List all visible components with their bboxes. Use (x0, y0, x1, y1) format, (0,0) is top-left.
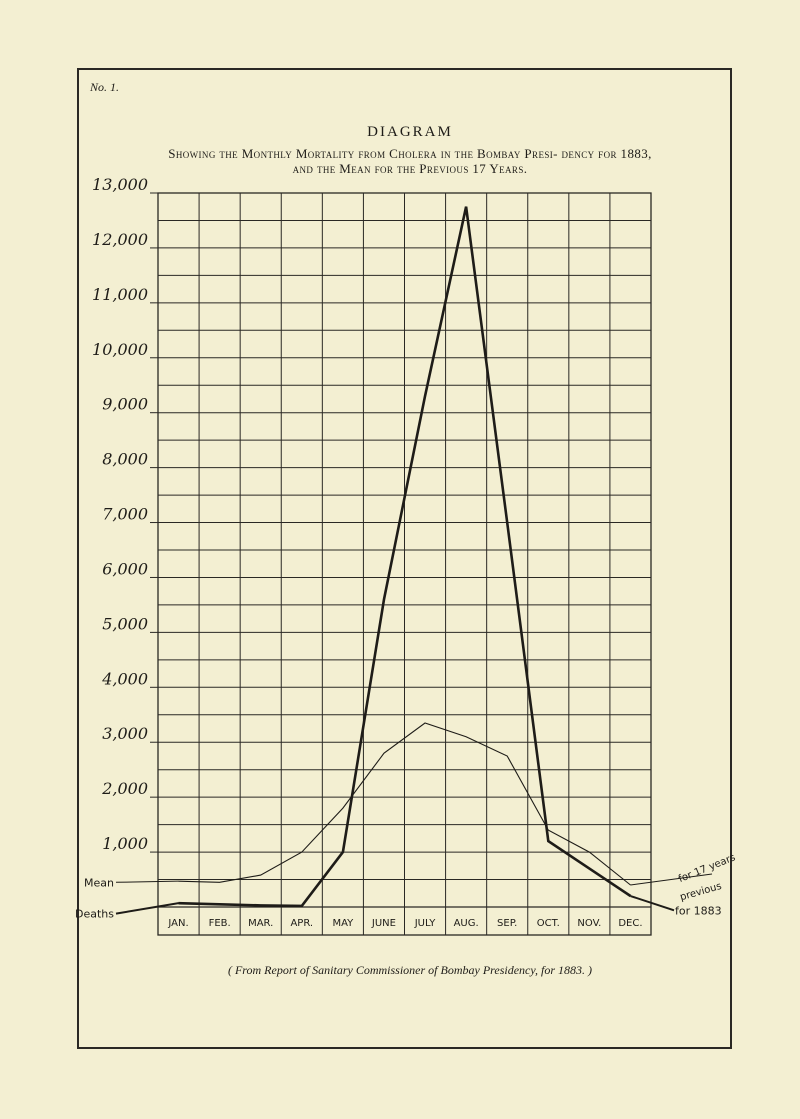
month-label: NOV. (577, 918, 601, 929)
y-tick-label: 9,000 (102, 395, 148, 414)
y-tick-label: 8,000 (102, 450, 148, 469)
y-tick-label: 12,000 (92, 230, 148, 249)
y-tick-label: 10,000 (92, 340, 148, 359)
month-label: DEC. (618, 918, 642, 929)
month-label: SEP. (497, 918, 517, 929)
series-line-deaths-1883 (178, 206, 632, 908)
y-tick-label: 2,000 (101, 779, 148, 798)
mean-leader-line (115, 880, 179, 883)
month-label: MAR. (248, 918, 273, 929)
y-tick-label: 7,000 (102, 505, 148, 524)
diagram-title: DIAGRAM (367, 124, 453, 140)
month-label: APR. (290, 918, 313, 929)
y-tick-label: 5,000 (102, 614, 148, 633)
month-label: MAY (332, 918, 354, 929)
plot-border (157, 192, 652, 936)
for-1883-label: for 1883 (675, 904, 722, 917)
deaths-label: Deaths (75, 908, 114, 921)
month-label: FEB. (209, 918, 231, 929)
y-tick-label: 13,000 (92, 175, 148, 194)
month-label: OCT. (537, 918, 560, 929)
for-17-years-label: for 17 years (677, 852, 737, 885)
plate-frame (77, 68, 732, 1049)
y-tick-label: 11,000 (92, 285, 148, 304)
deaths-leader-line (115, 902, 179, 915)
mean-right-leader-line (630, 873, 713, 886)
month-label: JUNE (371, 918, 396, 929)
mean-label: Mean (84, 876, 114, 889)
y-tick-label: 1,000 (102, 834, 148, 853)
series-line-mean-17-years (178, 722, 631, 886)
source-caption: ( From Report of Sanitary Commissioner o… (227, 963, 593, 977)
for-1883-leader-line (630, 895, 675, 912)
y-tick-label: 4,000 (101, 669, 148, 688)
plate-number: No. 1. (90, 80, 120, 94)
month-label: AUG. (454, 918, 479, 929)
y-tick-label: 6,000 (102, 559, 148, 578)
previous-label: previous (679, 881, 723, 903)
month-label: JULY (414, 918, 437, 929)
diagram-subtitle: Showing the Monthly Mortality from Chole… (168, 146, 652, 176)
month-label: JAN. (167, 918, 188, 929)
y-tick-label: 3,000 (102, 724, 148, 743)
